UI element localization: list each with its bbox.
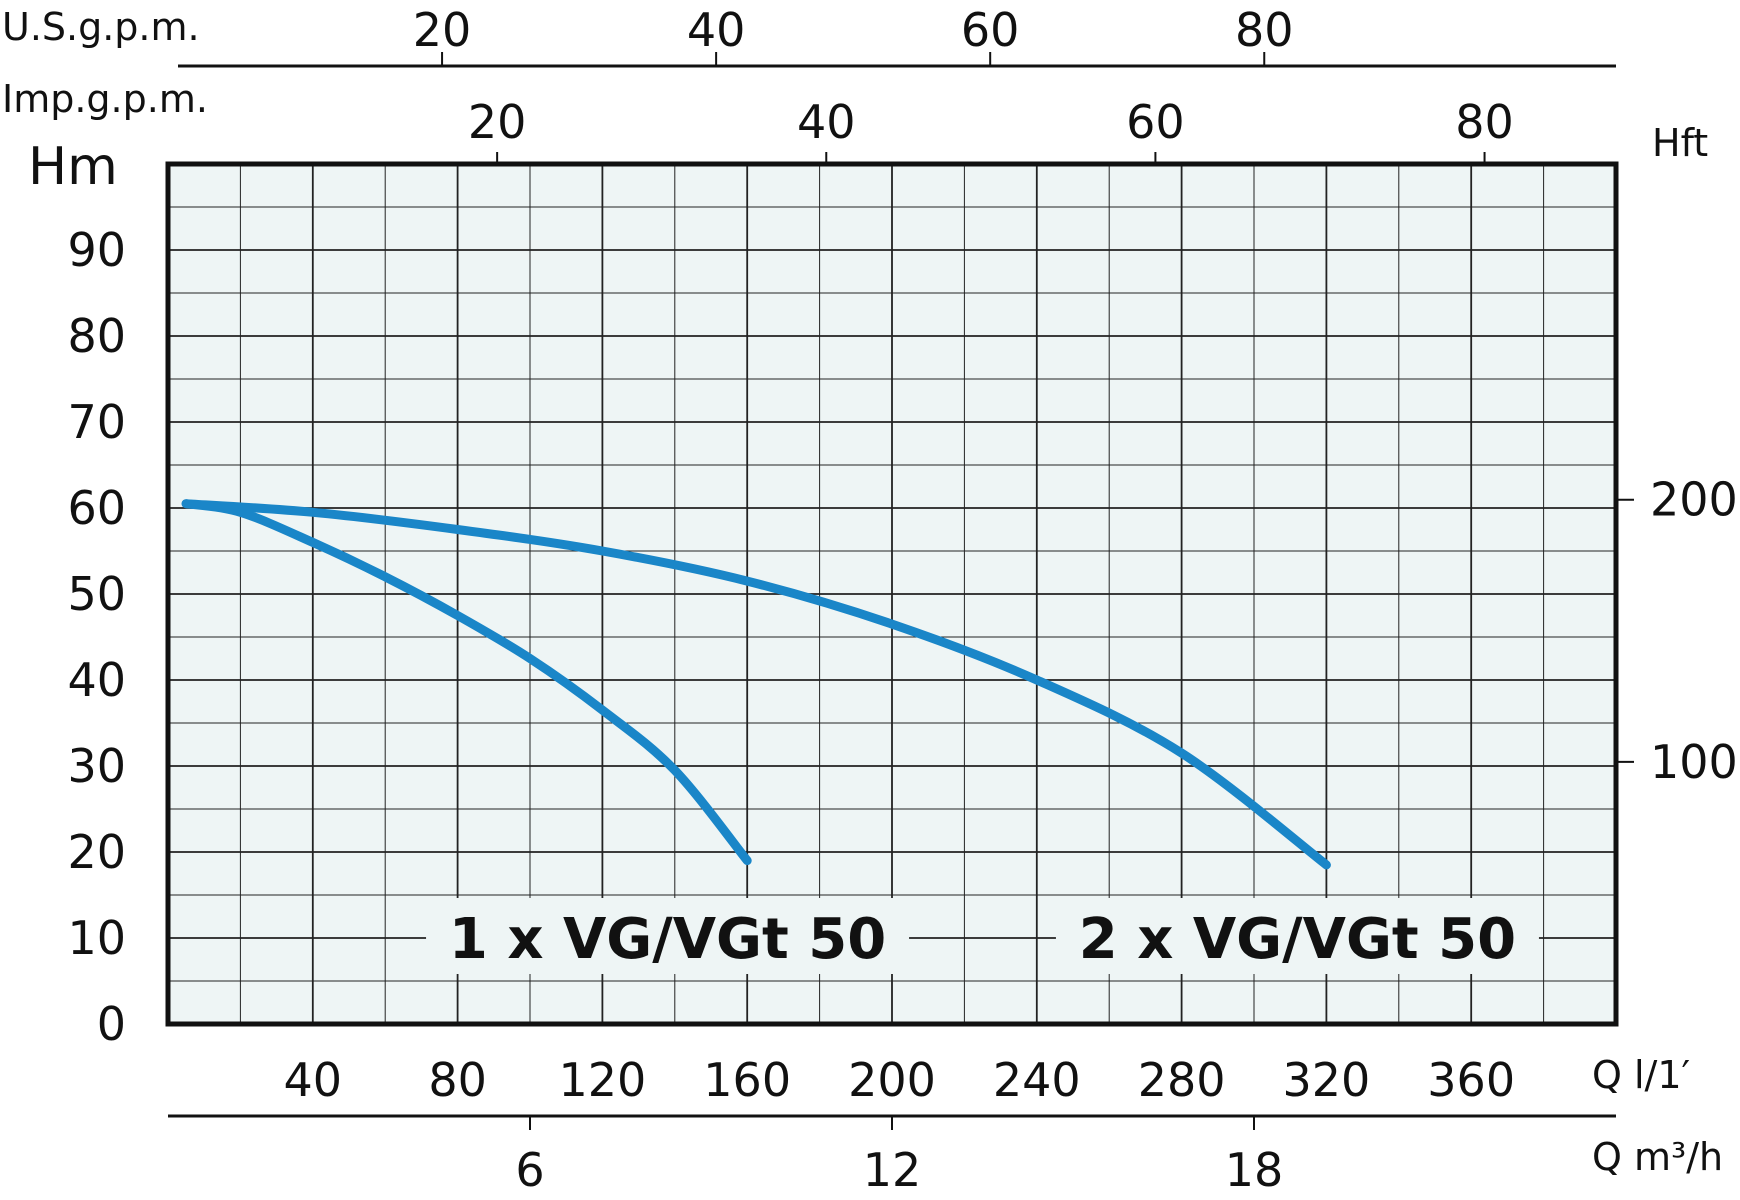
x-axis-unit-impgpm: Imp.g.p.m. bbox=[2, 77, 208, 121]
x-axis-unit-lmin: Q l/1′ bbox=[1592, 1053, 1690, 1097]
x-impgpm-tick-label: 40 bbox=[797, 95, 856, 149]
x-usgpm-tick-label: 80 bbox=[1235, 3, 1294, 57]
x-axis-unit-usgpm: U.S.g.p.m. bbox=[2, 5, 200, 49]
plot-frame bbox=[165, 161, 1619, 1027]
x-tick-label: 80 bbox=[428, 1053, 487, 1107]
y-axis-unit-hm: Hm bbox=[28, 137, 118, 197]
y-feet-tick-label: 200 bbox=[1650, 473, 1738, 527]
x-axis-unit-m3h: Q m³/h bbox=[1592, 1135, 1723, 1179]
y-tick-label: 70 bbox=[67, 395, 126, 449]
series-curve-1 bbox=[181, 499, 752, 866]
y-tick-label: 40 bbox=[67, 653, 126, 707]
x-impgpm-tick-label: 60 bbox=[1126, 95, 1185, 149]
x-m3h-tick-label: 12 bbox=[863, 1143, 922, 1197]
x-impgpm-tick-label: 20 bbox=[468, 95, 527, 149]
series-label-1: 1 x VG/VGt 50 bbox=[449, 907, 886, 972]
series-layer: 1 x VG/VGt 50 2 x VG/VGt 50 bbox=[181, 499, 1539, 974]
y-tick-label: 90 bbox=[67, 223, 126, 277]
x-usgpm-tick-label: 60 bbox=[961, 3, 1020, 57]
series-label-background-2 bbox=[1055, 898, 1539, 974]
y-tick-label: 0 bbox=[97, 997, 126, 1051]
x-m3h-tick-label: 6 bbox=[515, 1143, 544, 1197]
x-tick-label: 200 bbox=[848, 1053, 936, 1107]
x-tick-label: 160 bbox=[703, 1053, 791, 1107]
x-tick-label: 320 bbox=[1282, 1053, 1370, 1107]
x-impgpm-tick-label: 80 bbox=[1455, 95, 1514, 149]
grid bbox=[168, 164, 1616, 1024]
x-m3h-tick-label: 18 bbox=[1225, 1143, 1284, 1197]
y-tick-label: 30 bbox=[67, 739, 126, 793]
series-label-background-1 bbox=[426, 898, 910, 974]
x-tick-label: 360 bbox=[1427, 1053, 1515, 1107]
x-usgpm-tick-label: 20 bbox=[413, 3, 472, 57]
x-tick-label: 240 bbox=[993, 1053, 1081, 1107]
y-tick-label: 10 bbox=[67, 911, 126, 965]
y-feet-tick-label: 100 bbox=[1650, 735, 1738, 789]
y-tick-label: 20 bbox=[67, 825, 126, 879]
series-label-2: 2 x VG/VGt 50 bbox=[1079, 907, 1516, 972]
x-tick-label: 120 bbox=[558, 1053, 646, 1107]
axis-layer: 0 10 20 30 40 50 60 70 80 90 Hm 100 200 Hft 40 80 120 160… bbox=[2, 3, 1738, 1197]
x-tick-label: 280 bbox=[1138, 1053, 1226, 1107]
y-axis-unit-hft: Hft bbox=[1652, 121, 1708, 165]
series-curve-2 bbox=[181, 499, 1331, 870]
x-usgpm-tick-label: 40 bbox=[687, 3, 746, 57]
y-tick-label: 80 bbox=[67, 309, 126, 363]
y-tick-label: 60 bbox=[67, 481, 126, 535]
y-tick-label: 50 bbox=[67, 567, 126, 621]
x-tick-label: 40 bbox=[284, 1053, 343, 1107]
